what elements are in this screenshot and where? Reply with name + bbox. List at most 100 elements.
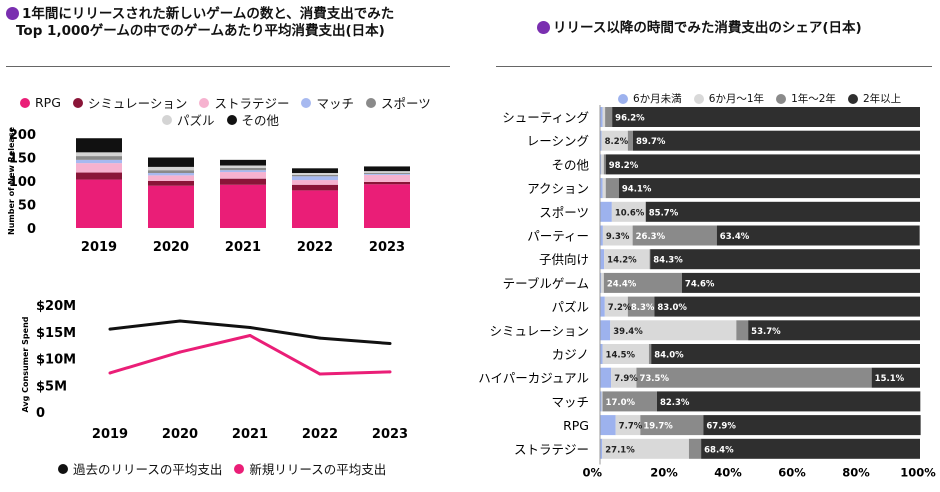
share-segment-y2plus <box>645 201 920 222</box>
share-segment-m6to1y <box>615 415 641 436</box>
category-label: スポーツ <box>539 205 589 220</box>
legend-item-other: その他 <box>226 110 279 129</box>
data-label: 39.4% <box>613 327 643 337</box>
data-label: 10.6% <box>615 208 645 218</box>
legend-swatch <box>162 114 172 125</box>
data-label: 67.9% <box>706 422 736 432</box>
data-label: 89.7% <box>636 137 666 147</box>
data-label: 7.2% <box>608 303 632 313</box>
x-tick-label: 2019 <box>81 240 117 255</box>
share-segment-y2plus <box>618 178 920 199</box>
bar-segment-sports <box>148 170 194 174</box>
share-segment-m6to1y <box>604 249 650 270</box>
legend-item-RPG: 新規リリースの平均支出 <box>234 459 386 478</box>
bar-segment-simulation <box>220 178 266 185</box>
legend-label: 6か月〜1年 <box>708 93 765 105</box>
bar-segment-match <box>76 159 122 164</box>
x-tick-label: 2023 <box>372 427 408 442</box>
left-title-line1: 1年間にリリースされた新しいゲームの数と、消費支出でみた <box>22 6 395 22</box>
legend-swatch <box>301 97 312 108</box>
share-segment-y2plus <box>650 249 920 270</box>
bar-segment-sports <box>364 173 410 174</box>
line-point-RPG <box>248 333 252 337</box>
x-tick-label: 2023 <box>369 240 405 255</box>
share-segment-y1to2 <box>736 320 749 341</box>
right-chart-title: リリース以降の時間でみた消費支出のシェア(日本) <box>537 20 862 37</box>
bar-segment-simulation <box>292 184 338 191</box>
bar-segment-match <box>364 173 410 175</box>
data-label: 24.4% <box>607 279 637 289</box>
legend-swatch <box>847 93 858 104</box>
bar-segment-puzzle <box>148 166 194 171</box>
share-segment-lt6m <box>600 415 616 436</box>
y-tick-label: $20M <box>36 299 76 314</box>
bar-segment-RPG <box>76 179 122 228</box>
legend-label: マッチ <box>316 96 354 111</box>
data-label: 74.6% <box>685 279 715 289</box>
x-tick-label: 2020 <box>162 427 198 442</box>
bar-segment-strategy <box>292 180 338 185</box>
category-label: ストラテジー <box>514 442 589 457</box>
left-chart-title: 1年間にリリースされた新しいゲームの数と、消費支出でみた Top 1,000ゲー… <box>6 6 394 40</box>
data-label: 68.4% <box>704 445 734 455</box>
line-point-other <box>318 336 322 340</box>
category-label: 子供向け <box>539 252 589 267</box>
data-label: 17.0% <box>606 398 636 408</box>
bar-segment-strategy <box>364 174 410 182</box>
share-segment-lt6m <box>600 367 612 388</box>
data-label: 84.0% <box>654 351 684 361</box>
share-segment-y1to2 <box>603 154 606 175</box>
share-segment-m6to1y <box>611 367 637 388</box>
legend-swatch <box>58 463 68 474</box>
share-segment-m6to1y <box>610 320 737 341</box>
legend-item-puzzle: パズル <box>162 110 215 129</box>
share-segment-y2plus <box>605 154 920 175</box>
share-segment-lt6m <box>600 344 603 364</box>
bar-segment-match <box>292 176 338 181</box>
legend-item-y1to2: 1年〜2年 <box>776 91 836 106</box>
bar-segment-match <box>148 173 194 176</box>
bar-segment-simulation <box>148 181 194 186</box>
bar-segment-other <box>148 157 194 167</box>
share-segment-y2plus <box>681 272 920 293</box>
share-segment-y1to2 <box>605 107 613 127</box>
right-title-divider <box>496 66 932 67</box>
data-label: 83.0% <box>657 303 687 313</box>
legend-item-y2plus: 2年以上 <box>847 91 902 106</box>
share-segment-lt6m <box>600 201 612 222</box>
bar-segment-strategy <box>76 163 122 173</box>
legend-swatch <box>776 93 787 104</box>
share-segment-y2plus <box>656 391 921 412</box>
bar-segment-RPG <box>220 184 266 228</box>
line-point-RPG <box>318 372 322 376</box>
data-label: 63.4% <box>720 232 750 242</box>
x-tick-label: 2021 <box>225 240 261 255</box>
x-tick-label: 2022 <box>297 240 333 255</box>
legend-label: 6か月未満 <box>633 93 682 105</box>
share-segment-y1to2 <box>605 178 619 199</box>
y-tick-label: 100 <box>9 175 36 190</box>
legend-label: 2年以上 <box>862 93 902 105</box>
share-segment-lt6m <box>600 154 602 175</box>
share-segment-m6to1y <box>604 296 628 317</box>
share-segment-lt6m <box>600 249 605 270</box>
share-segment-m6to1y <box>602 344 649 364</box>
y-tick-label: 0 <box>27 222 36 237</box>
data-label: 14.2% <box>607 256 637 266</box>
share-segment-m6to1y <box>601 272 604 293</box>
bar-chart-legend: RPG シミュレーション ストラテジー マッチ スポーツ <box>20 93 443 112</box>
share-segment-m6to1y <box>611 201 646 222</box>
category-label: アクション <box>527 181 589 196</box>
left-title-divider <box>6 66 450 67</box>
category-label: パズル <box>551 300 589 315</box>
x-tick-label: 2022 <box>302 427 338 442</box>
share-segment-m6to1y <box>602 107 606 127</box>
bar-segment-RPG <box>148 185 194 228</box>
line-point-other <box>178 319 182 323</box>
share-segment-y1to2 <box>648 344 652 364</box>
data-label: 85.7% <box>649 208 679 218</box>
bar-segment-other <box>76 138 122 153</box>
legend-swatch <box>199 97 210 108</box>
line-series-other <box>109 319 391 346</box>
share-segment-y2plus <box>716 225 920 246</box>
